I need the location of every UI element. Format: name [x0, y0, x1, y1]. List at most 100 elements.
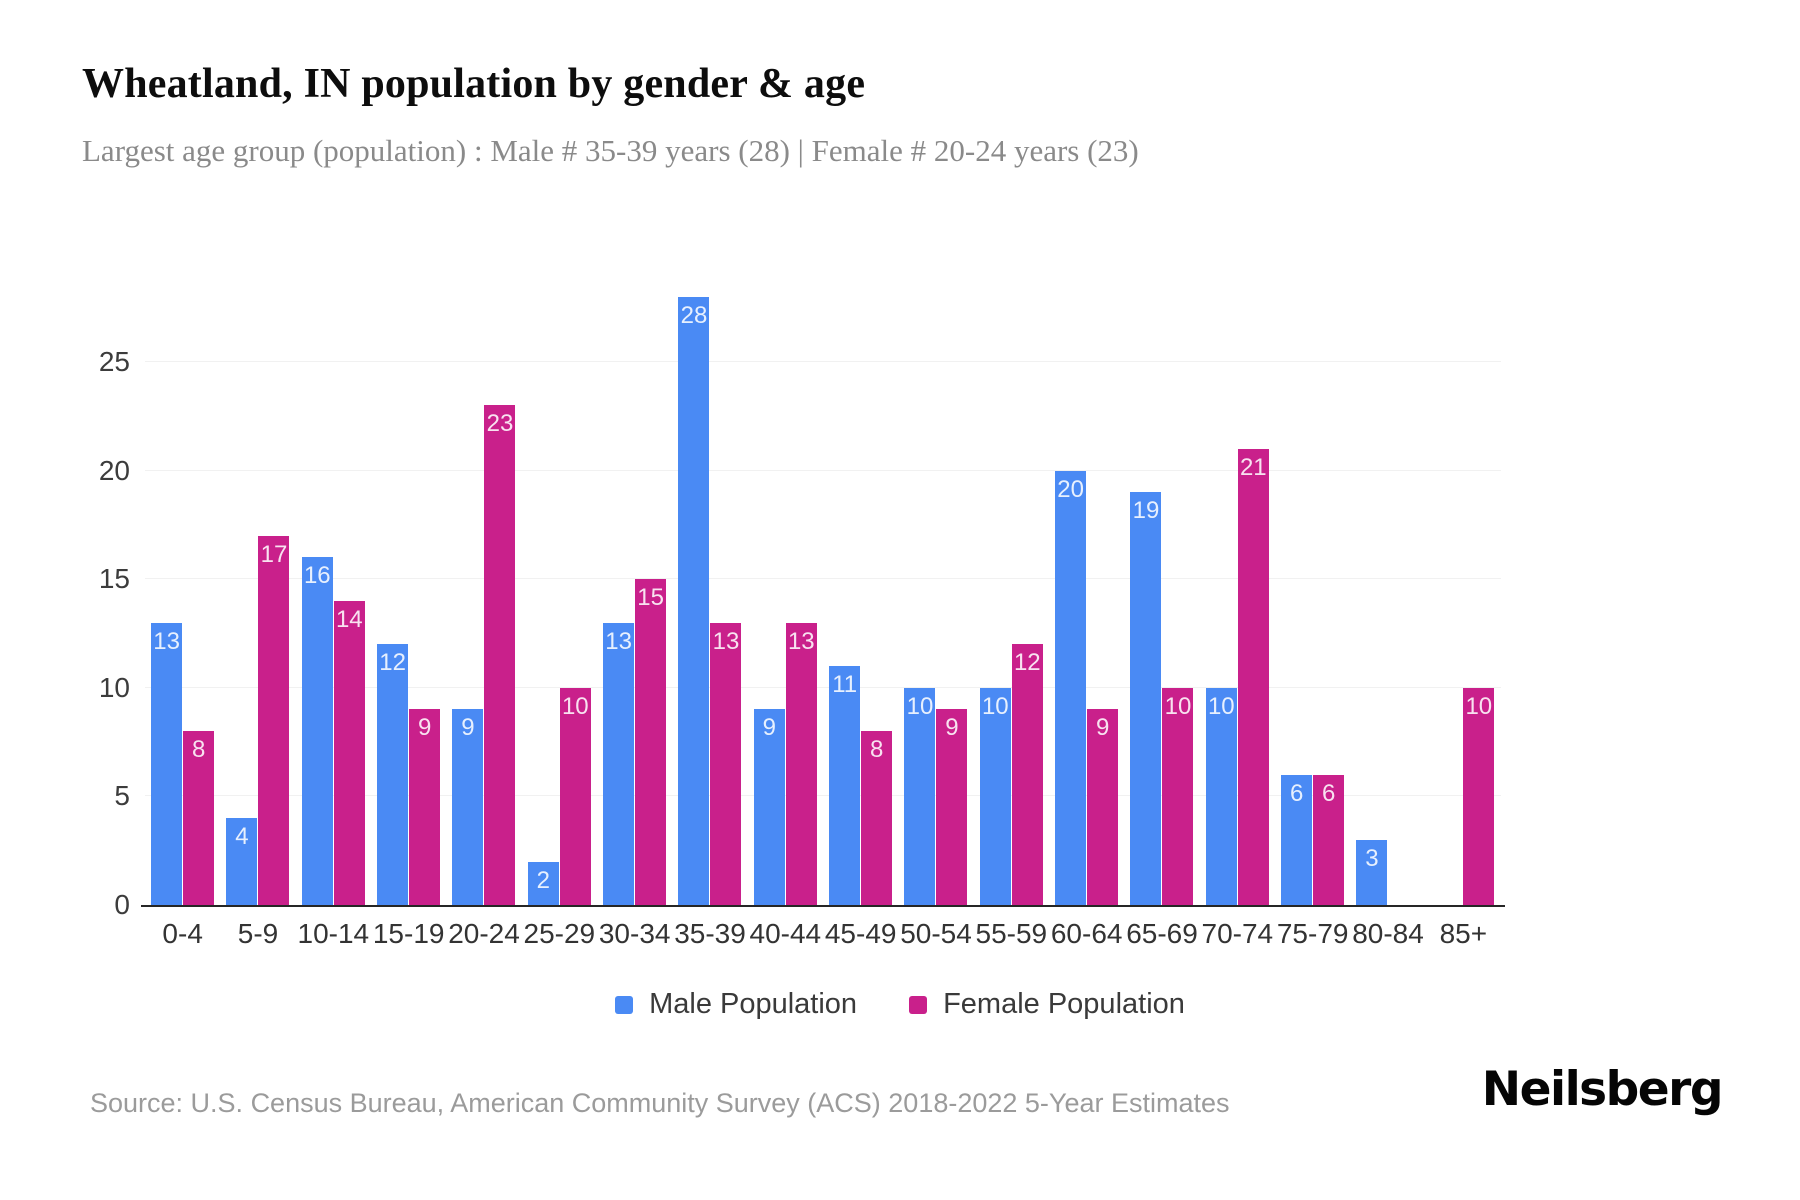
bar-value-label: 13 [712, 627, 740, 655]
x-tick-label-10-14: 10-14 [297, 918, 370, 949]
bar-group-5-9: 4 17 [220, 275, 295, 905]
gridline-y-20 [145, 469, 1501, 471]
bar-group-65-69: 19 10 [1124, 275, 1199, 905]
bar-value-label: 11 [832, 671, 858, 699]
bar-male-50-54: 10 [904, 687, 936, 905]
bar-female-60-64: 9 [1087, 709, 1119, 905]
x-tick-label-15-19: 15-19 [372, 918, 445, 949]
bar-value-label: 10 [906, 692, 934, 720]
bar-value-label: 9 [762, 714, 776, 742]
x-tick-label-65-69: 65-69 [1126, 918, 1198, 949]
bar-value-label: 2 [536, 866, 550, 894]
bar-value-label: 14 [335, 605, 363, 633]
bar-value-label: 8 [191, 736, 206, 764]
y-tick-label-0: 0 [114, 889, 130, 920]
bar-value-label: 17 [260, 540, 288, 568]
bar-value-label: 8 [869, 736, 884, 764]
bar-group-0-4: 13 8 [145, 275, 220, 905]
bar-female-50-54: 9 [936, 709, 968, 905]
x-tick-label-80-84: 80-84 [1352, 918, 1424, 949]
bar-group-45-49: 11 8 [823, 275, 898, 905]
page-subtitle: Largest age group (population) : Male # … [82, 133, 1139, 168]
bar-group-60-64: 20 9 [1049, 275, 1124, 905]
bar-value-label: 10 [981, 692, 1009, 720]
x-tick-label-85+: 85+ [1439, 918, 1488, 949]
x-tick-label-75-79: 75-79 [1276, 918, 1349, 949]
x-tick-label-25-29: 25-29 [523, 918, 596, 949]
bar-male-55-59: 10 [979, 687, 1011, 905]
legend-swatch-female [909, 995, 928, 1014]
x-tick-label-55-59: 55-59 [975, 918, 1048, 949]
bar-group-30-34: 13 15 [597, 275, 672, 905]
bar-value-label: 10 [1164, 692, 1192, 720]
x-axis-line [141, 905, 1505, 907]
bar-value-label: 13 [153, 627, 180, 655]
x-tick-label-30-34: 30-34 [598, 918, 671, 949]
legend-item-male: Male Population [615, 988, 857, 1021]
bar-group-80-84: 3 [1350, 275, 1425, 905]
bar-value-label: 3 [1365, 844, 1379, 872]
bar-value-label: 9 [1095, 714, 1110, 742]
bar-female-45-49: 8 [861, 731, 893, 905]
bar-value-label: 6 [1321, 779, 1336, 807]
x-tick-label-70-74: 70-74 [1201, 918, 1274, 949]
y-tick-label-15: 15 [98, 563, 130, 595]
bar-male-35-39: 28 [678, 296, 710, 905]
bar-female-65-69: 10 [1162, 687, 1194, 905]
bar-value-label: 13 [605, 627, 632, 655]
bar-male-80-84: 3 [1356, 839, 1388, 905]
gridline-y-25 [145, 360, 1501, 362]
bar-group-50-54: 10 9 [898, 275, 973, 905]
bar-value-label: 21 [1239, 453, 1267, 481]
bar-male-5-9: 4 [226, 818, 258, 905]
legend-swatch-male [615, 995, 634, 1014]
bar-value-label: 6 [1289, 779, 1304, 807]
y-tick-label-10: 10 [98, 671, 130, 703]
x-tick-label-60-64: 60-64 [1050, 918, 1123, 949]
bar-female-85+: 10 [1463, 687, 1495, 905]
x-tick-label-50-54: 50-54 [900, 918, 972, 949]
bar-value-label: 23 [486, 410, 514, 438]
bar-group-70-74: 10 21 [1200, 275, 1275, 905]
bar-male-45-49: 11 [829, 666, 861, 905]
bar-value-label: 10 [561, 692, 589, 720]
bar-female-20-24: 23 [484, 405, 516, 905]
bar-female-10-14: 14 [333, 600, 365, 905]
source-note: Source: U.S. Census Bureau, American Com… [90, 1088, 1230, 1118]
bar-group-40-44: 9 13 [748, 275, 823, 905]
legend-item-female: Female Population [909, 988, 1185, 1021]
gridline-y-15 [145, 578, 1501, 580]
bar-value-label: 9 [945, 714, 959, 742]
bar-female-40-44: 13 [785, 622, 817, 905]
bar-value-label: 15 [637, 584, 664, 612]
bar-female-35-39: 13 [710, 622, 742, 905]
bar-value-label: 10 [1465, 692, 1493, 720]
x-tick-label-35-39: 35-39 [674, 918, 746, 949]
bar-female-0-4: 8 [183, 731, 215, 905]
bar-male-25-29: 2 [527, 861, 559, 905]
bar-value-label: 19 [1132, 497, 1160, 525]
bar-female-75-79: 6 [1313, 774, 1345, 905]
bar-group-10-14: 16 14 [296, 275, 371, 905]
page-title: Wheatland, IN population by gender & age [82, 61, 866, 107]
bar-value-label: 9 [417, 714, 432, 742]
bar-group-25-29: 2 10 [522, 275, 597, 905]
bar-female-30-34: 15 [635, 579, 667, 905]
bar-group-55-59: 10 12 [974, 275, 1049, 905]
bar-group-85+: 10 [1426, 275, 1501, 905]
bar-female-25-29: 10 [559, 687, 591, 905]
bar-male-40-44: 9 [753, 709, 785, 905]
neilsberg-logo: Neilsberg [1481, 1062, 1724, 1117]
bar-group-35-39: 28 13 [672, 275, 747, 905]
x-tick-label-45-49: 45-49 [824, 918, 897, 949]
bar-chart-plot-area: 0 5 10 15 20 25 13 8 4 17 16 14 12 9 9 23 2 10 13 15 28 13 9 13… [99, 275, 1505, 920]
bar-female-55-59: 12 [1011, 644, 1043, 905]
bar-male-10-14: 16 [301, 557, 333, 905]
gridline-y-10 [145, 686, 1501, 688]
legend-label-female: Female Population [943, 988, 1185, 1020]
bar-male-0-4: 13 [151, 622, 183, 905]
bar-female-5-9: 17 [258, 535, 290, 905]
bar-value-label: 28 [680, 301, 708, 329]
legend-label-male: Male Population [649, 988, 858, 1020]
bar-value-label: 10 [1207, 692, 1235, 720]
